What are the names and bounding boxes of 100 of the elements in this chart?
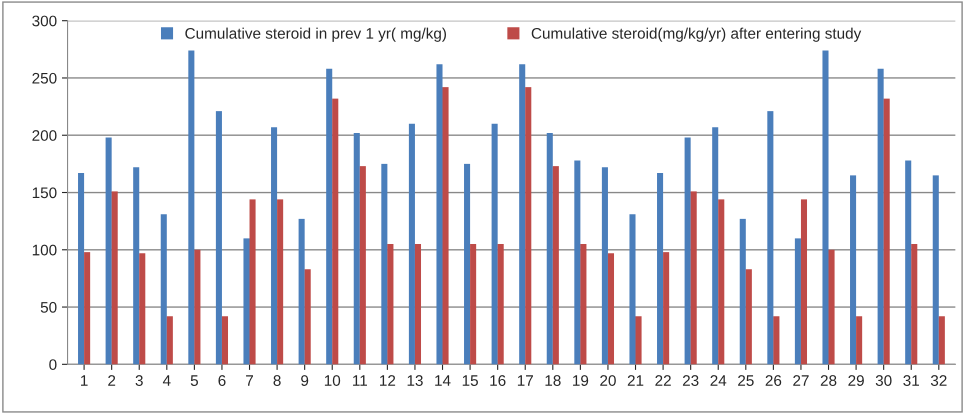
y-tick-label: 200 — [32, 130, 57, 141]
bar — [878, 68, 884, 364]
x-tick-label: 18 — [545, 375, 561, 386]
x-tick-label: 28 — [820, 375, 836, 386]
bar — [525, 87, 532, 364]
y-tick-label: 300 — [32, 16, 57, 26]
bar — [277, 199, 284, 364]
x-tick-label: 12 — [380, 375, 396, 386]
bar — [911, 244, 918, 364]
bar — [608, 253, 614, 364]
bar — [408, 124, 415, 364]
bar — [690, 191, 697, 364]
x-tick-label: 13 — [408, 375, 423, 386]
bar — [160, 214, 167, 364]
y-tick-label: 150 — [32, 187, 57, 198]
x-tick-label: 16 — [490, 375, 506, 386]
x-tick-label: 3 — [136, 375, 143, 386]
bar — [222, 316, 228, 364]
bar — [354, 132, 360, 364]
bar — [436, 64, 443, 364]
bar — [243, 238, 250, 364]
y-tick-label: 50 — [40, 302, 57, 313]
x-tick-label: 29 — [848, 375, 864, 386]
x-tick-label: 19 — [573, 375, 588, 386]
x-tick-label: 24 — [710, 375, 726, 386]
bar — [800, 199, 808, 364]
x-tick-label: 1 — [81, 375, 88, 386]
y-tick-label: 250 — [32, 72, 57, 84]
x-tick-label: 6 — [218, 375, 226, 386]
x-tick-label: 22 — [655, 375, 671, 386]
bar — [794, 238, 801, 364]
bar — [856, 316, 862, 364]
x-tick-label: 7 — [246, 375, 254, 386]
x-tick-label: 5 — [190, 375, 198, 386]
bar — [492, 124, 498, 364]
x-tick-label: 9 — [301, 375, 308, 386]
bar — [663, 252, 670, 364]
bar — [746, 269, 752, 364]
bar — [498, 244, 504, 364]
bar — [216, 111, 222, 364]
bar — [828, 250, 835, 364]
bar — [712, 127, 718, 364]
bar — [381, 164, 388, 364]
x-tick-label: 4 — [162, 375, 171, 386]
x-tick-label: 31 — [903, 375, 919, 386]
x-tick-label: 11 — [353, 375, 367, 386]
bar — [767, 111, 774, 364]
bar — [773, 316, 780, 364]
bar — [602, 167, 608, 364]
bar — [326, 68, 332, 364]
bar — [194, 250, 200, 364]
y-tick-label: 0 — [49, 359, 57, 370]
bar — [938, 316, 945, 364]
legend-label: Cumulative steroid(mg/kg/yr) after entering study — [532, 28, 862, 42]
bar — [139, 253, 146, 364]
bar — [629, 214, 636, 364]
bar — [932, 175, 939, 364]
bar — [905, 160, 912, 364]
x-tick-label: 25 — [738, 375, 754, 386]
bar — [133, 167, 140, 364]
bar — [84, 252, 90, 364]
bar — [884, 98, 890, 364]
x-tick-label: 2 — [108, 375, 116, 386]
x-tick-label: 32 — [930, 375, 947, 386]
legend-label: Cumulative steroid in prev 1 yr( mg/kg) — [185, 28, 446, 42]
x-tick-label: 21 — [628, 375, 644, 386]
bar — [166, 316, 173, 364]
x-tick-label: 27 — [793, 375, 809, 386]
y-tick-label: 100 — [32, 244, 57, 256]
bar — [718, 199, 724, 364]
x-tick-label: 14 — [435, 375, 451, 386]
x-tick-label: 26 — [766, 375, 782, 386]
x-tick-label: 15 — [462, 375, 478, 386]
bar — [188, 50, 194, 364]
bar — [822, 50, 829, 364]
bar — [442, 87, 449, 364]
bar — [657, 173, 664, 364]
bar — [519, 64, 526, 364]
bar — [580, 244, 586, 364]
bar — [574, 160, 580, 364]
bar — [106, 138, 112, 364]
bar — [552, 166, 559, 364]
bar — [112, 191, 118, 364]
bar — [684, 138, 691, 364]
bar — [740, 218, 746, 364]
bar — [332, 98, 338, 364]
x-tick-label: 10 — [324, 375, 340, 386]
bar — [78, 173, 84, 364]
bar — [850, 175, 856, 364]
x-tick-label: 20 — [600, 375, 616, 386]
x-tick-label: 8 — [274, 375, 281, 386]
bar — [304, 269, 311, 364]
bar — [360, 166, 366, 364]
bar — [414, 244, 422, 364]
bar — [464, 164, 470, 364]
bar — [250, 199, 256, 364]
bar — [298, 218, 305, 364]
bar — [546, 132, 553, 364]
bar — [387, 244, 394, 364]
bar — [636, 316, 642, 364]
